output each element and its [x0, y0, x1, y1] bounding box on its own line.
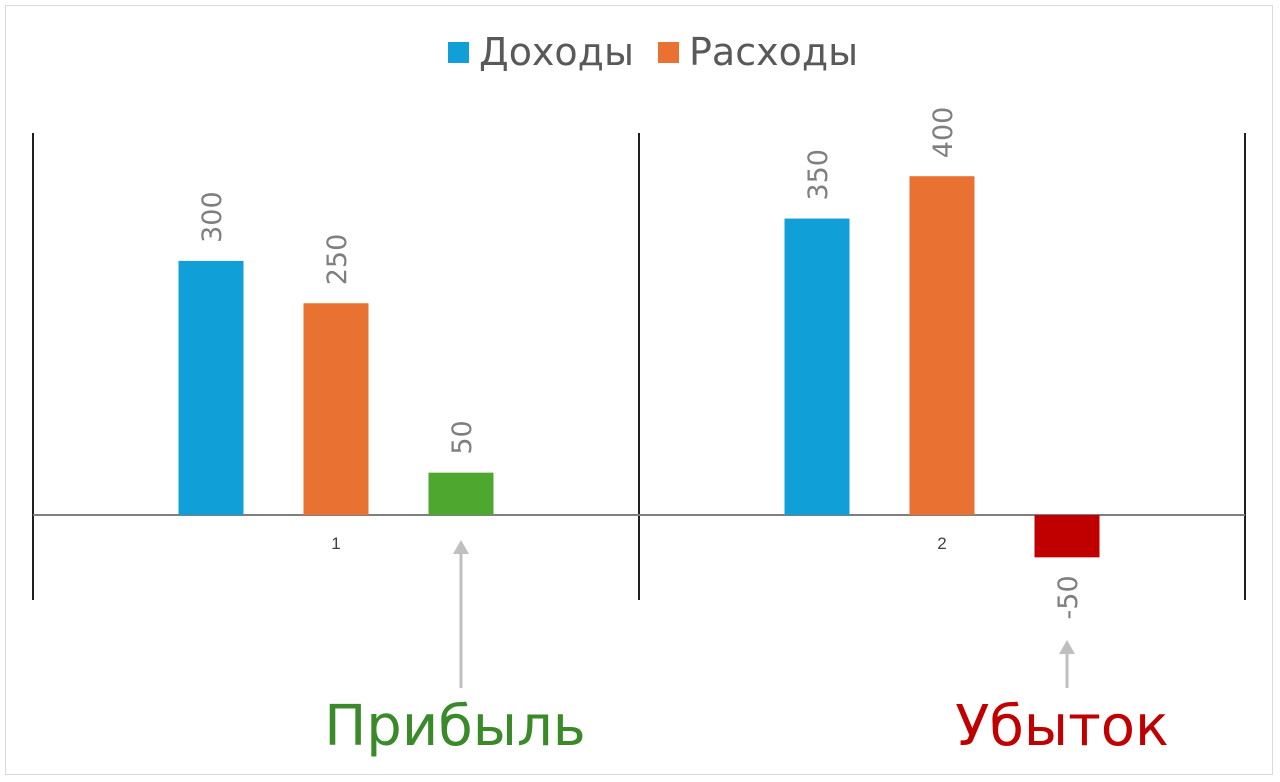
legend-label-2: Расходы: [689, 30, 858, 74]
bar-result-1: [428, 472, 494, 515]
legend-swatch-2: [658, 42, 679, 63]
bar-income-1: [178, 260, 244, 515]
data-label-expense-1: 250: [322, 234, 353, 286]
annotation-loss: Убыток: [955, 694, 1169, 759]
profit-arrow-head: [453, 540, 469, 554]
data-label-income-1: 300: [197, 191, 228, 243]
legend-swatch-1: [448, 42, 469, 63]
loss-arrow-head: [1059, 640, 1075, 654]
data-label-income-2: 350: [803, 149, 834, 201]
data-label-result-1: 50: [447, 420, 478, 454]
bar-result-2: [1034, 515, 1100, 558]
legend-label-1: Доходы: [479, 30, 634, 74]
bar-expense-1: [303, 303, 369, 515]
data-label-expense-2: 400: [928, 107, 959, 159]
bar-income-2: [784, 218, 850, 516]
annotation-profit: Прибыль: [324, 694, 586, 759]
bar-expense-2: [909, 176, 975, 515]
data-label-result-2: -50: [1053, 575, 1084, 619]
x-tick-label-1: 1: [331, 534, 340, 553]
x-tick-label-2: 2: [937, 534, 946, 553]
